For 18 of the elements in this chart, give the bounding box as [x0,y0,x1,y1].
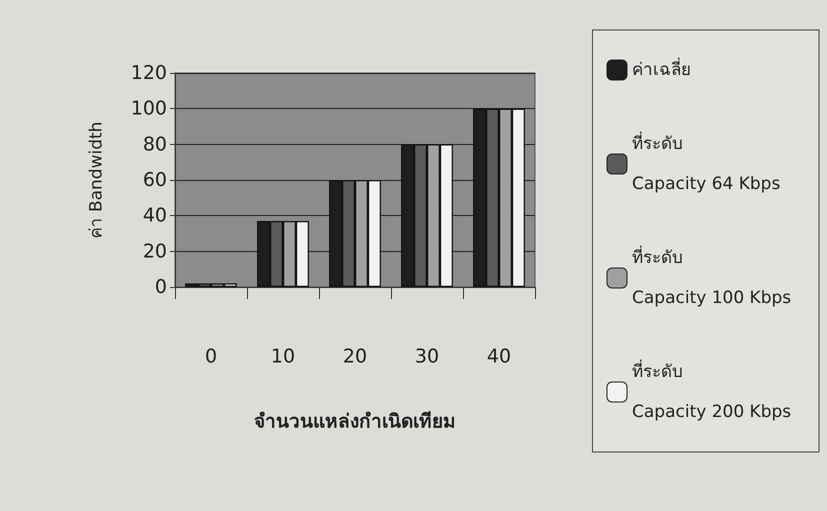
x-tick-label: 40 [486,346,512,368]
x-tick-label: 30 [414,346,440,368]
y-tick-label: 100 [130,98,167,120]
y-tick-label: 80 [142,133,167,156]
y-tick-label: 40 [142,204,167,227]
x-axis-title: จำนวนแหล่งกำเนิดเทียม [254,410,456,432]
y-tick-label: 20 [142,240,167,262]
legend-label: ที่ระดับ Capacity 100 Kbps [632,245,792,308]
x-tick-label: 0 [204,346,218,368]
y-axis-title: ค่า Bandwidth [86,122,106,238]
y-tick-label: 120 [130,62,167,84]
y-tick-label: 60 [142,169,167,191]
legend-label: ที่ระดับ Capacity 200 Kbps [632,359,792,422]
legend-label: ค่าเฉลี่ย [632,57,691,80]
legend-label: ที่ระดับ Capacity 64 Kbps [632,131,780,194]
x-tick-label: 20 [342,346,368,368]
y-tick-label: 0 [154,276,167,298]
x-tick-label: 10 [270,346,296,368]
